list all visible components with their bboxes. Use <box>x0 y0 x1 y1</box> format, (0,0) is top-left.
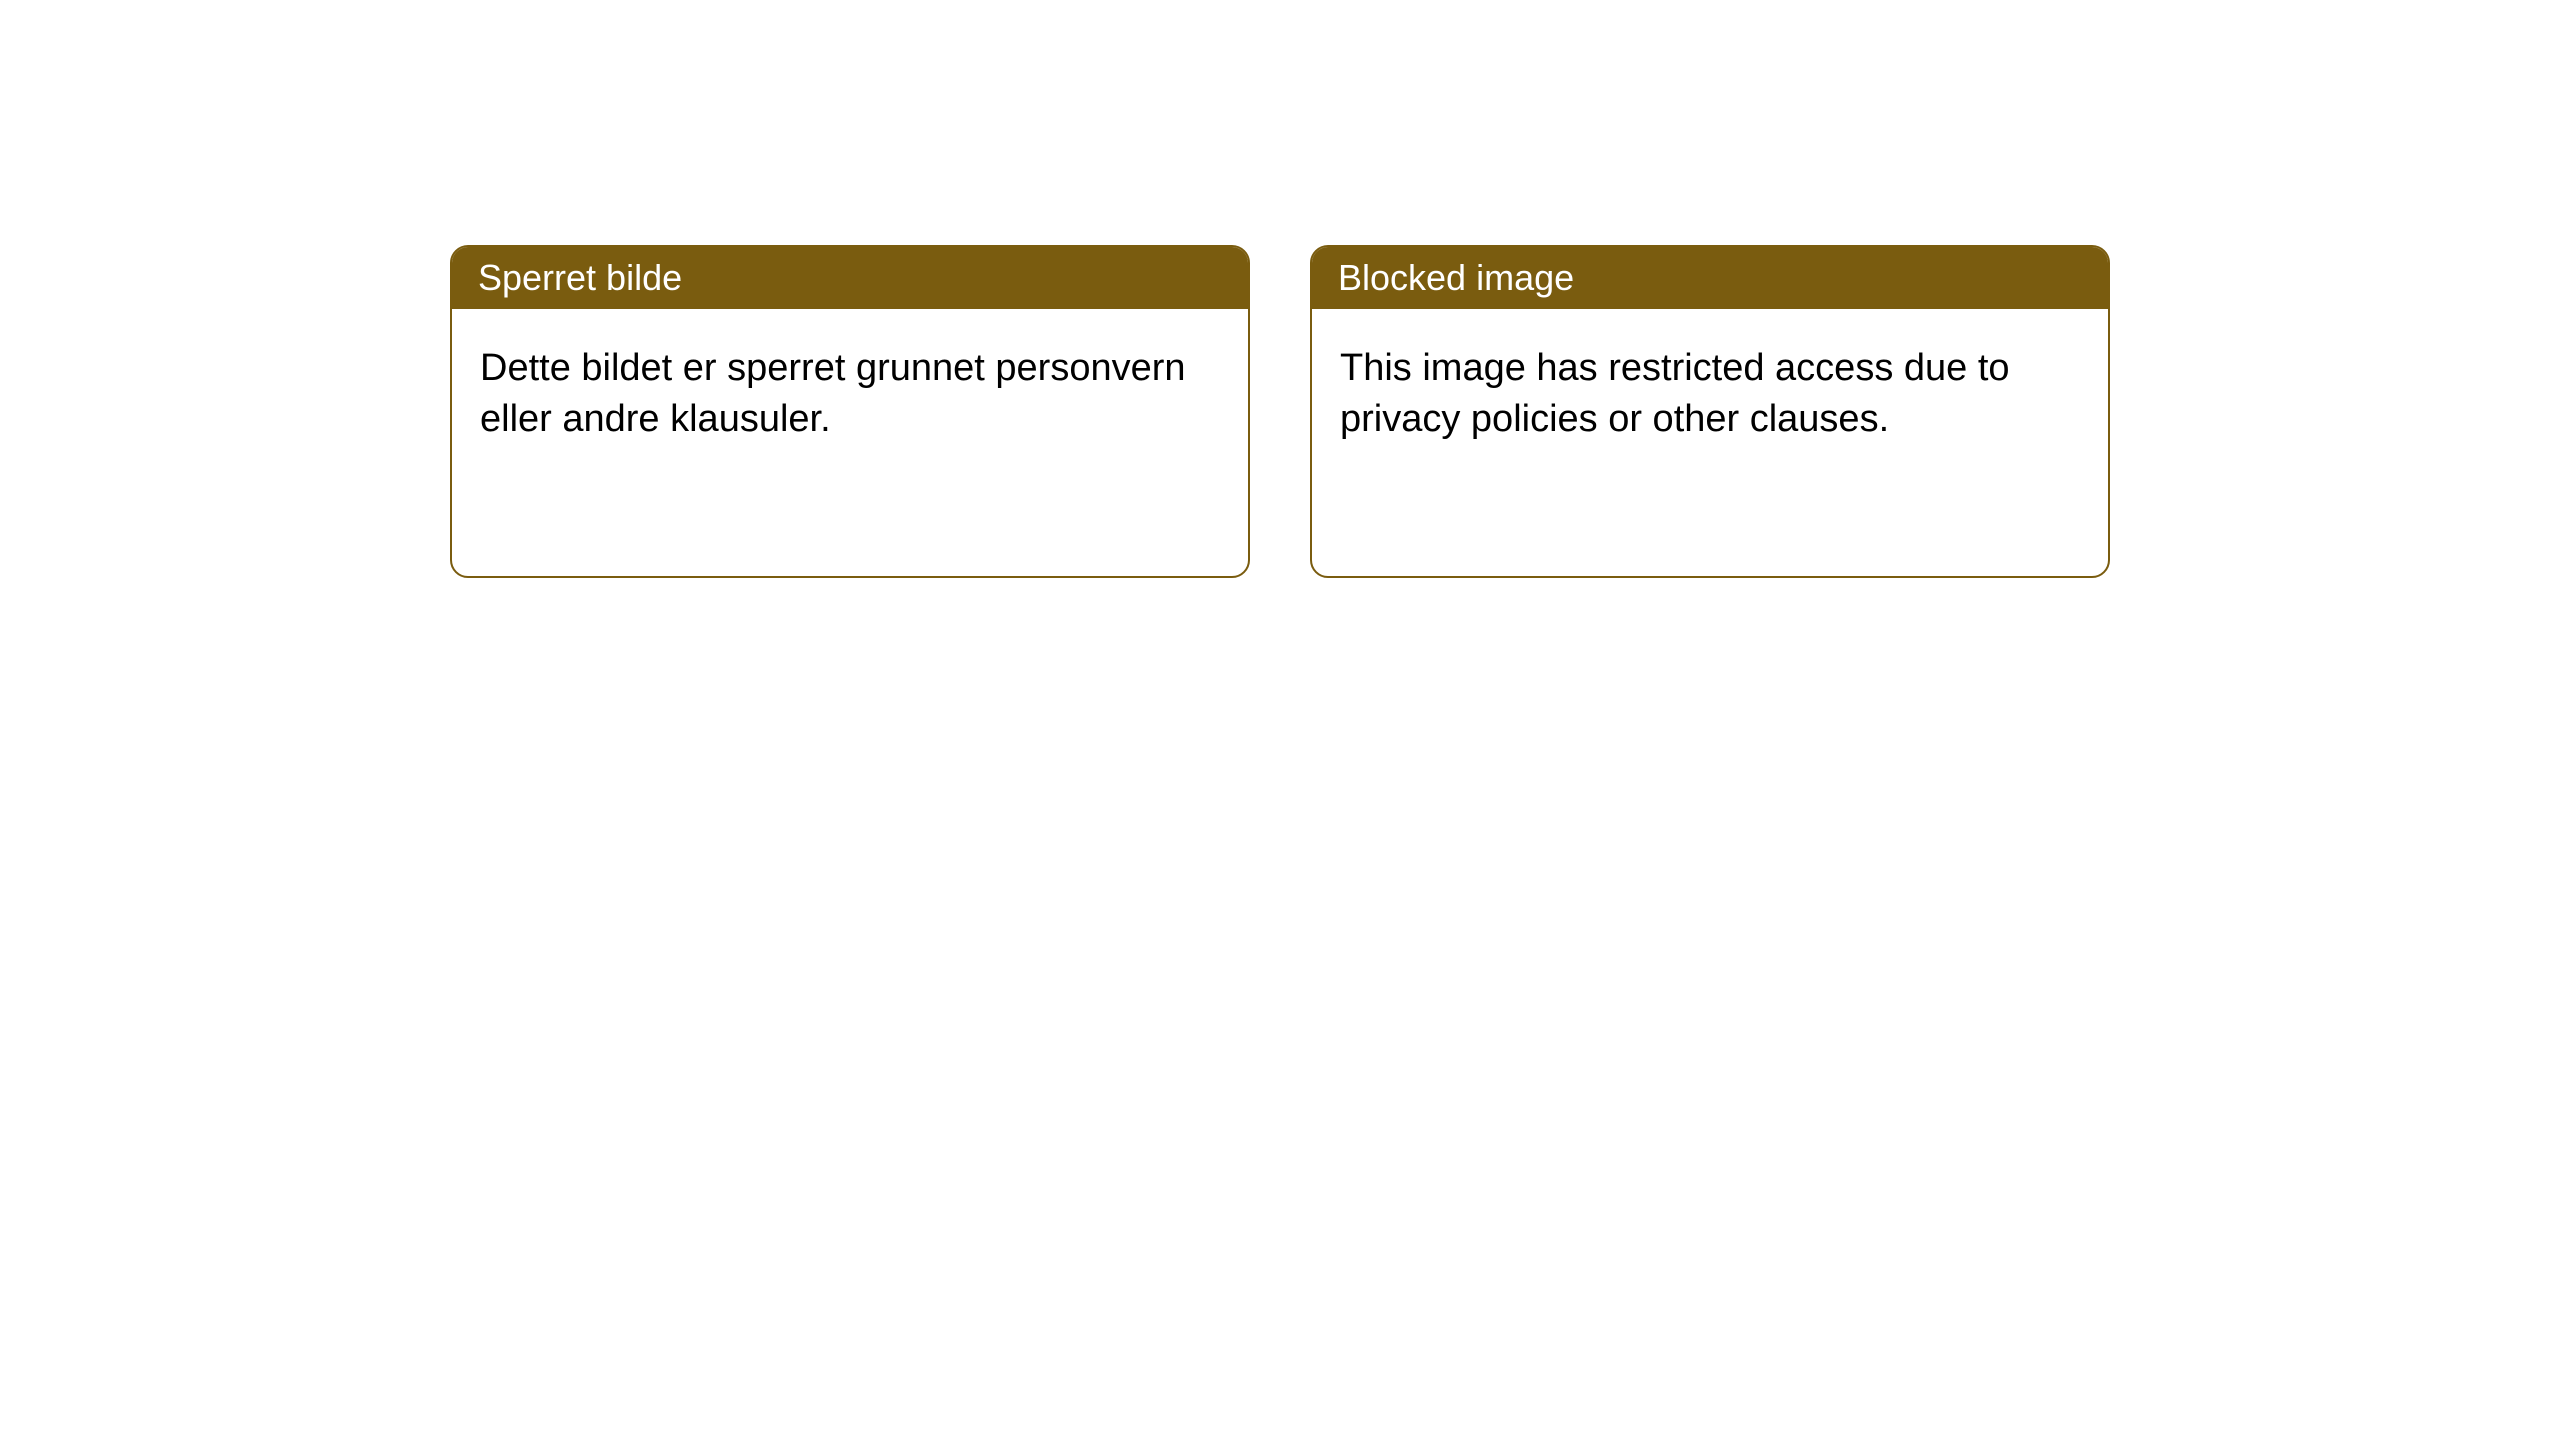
blocked-image-card-english: Blocked image This image has restricted … <box>1310 245 2110 578</box>
card-container: Sperret bilde Dette bildet er sperret gr… <box>0 0 2560 578</box>
card-body-text: Dette bildet er sperret grunnet personve… <box>480 347 1186 440</box>
card-body: This image has restricted access due to … <box>1312 309 2108 480</box>
card-body-text: This image has restricted access due to … <box>1340 347 2010 440</box>
card-header: Blocked image <box>1312 247 2108 309</box>
blocked-image-card-norwegian: Sperret bilde Dette bildet er sperret gr… <box>450 245 1250 578</box>
card-body: Dette bildet er sperret grunnet personve… <box>452 309 1248 480</box>
card-header: Sperret bilde <box>452 247 1248 309</box>
card-title: Sperret bilde <box>478 257 682 298</box>
card-title: Blocked image <box>1338 257 1574 298</box>
